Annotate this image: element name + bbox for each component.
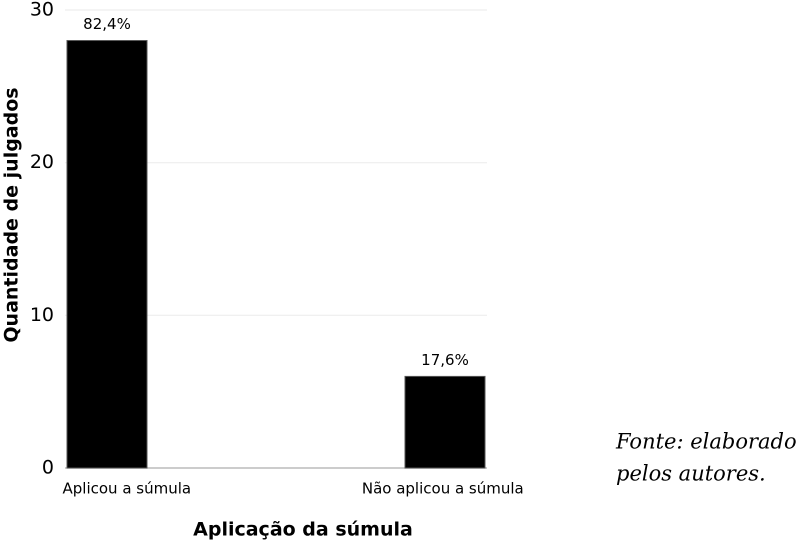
source-note: Fonte: elaborado (615, 430, 797, 454)
y-tick-label: 30 (30, 0, 54, 21)
y-axis-label: Quantidade de julgados (1, 87, 23, 342)
x-tick-label: Aplicou a súmula (63, 480, 192, 498)
x-tick-label: Não aplicou a súmula (362, 480, 524, 498)
bar (66, 40, 148, 469)
y-tick-label: 0 (42, 457, 54, 479)
y-tick-label: 10 (30, 304, 54, 326)
data-label: 17,6% (421, 351, 469, 369)
y-tick-label: 20 (30, 151, 54, 173)
data-label: 82,4% (83, 15, 131, 33)
x-axis-label: Aplicação da súmula (193, 519, 413, 541)
bar (404, 375, 486, 469)
source-note: pelos autores. (616, 462, 766, 486)
